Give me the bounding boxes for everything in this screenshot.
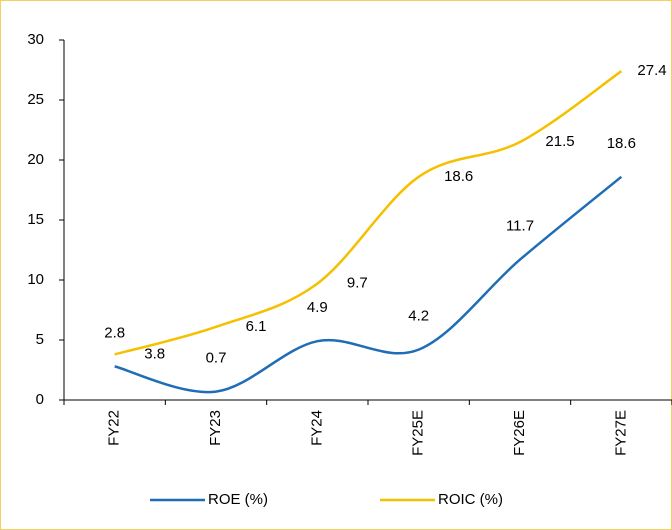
y-tick-label: 0: [36, 391, 44, 408]
data-label: 11.7: [506, 218, 534, 235]
data-label: 4.9: [307, 299, 328, 316]
line-series: [114, 70, 623, 356]
x-tick-label: FY22: [106, 410, 123, 446]
data-label: 9.7: [347, 275, 368, 292]
x-tick-label: FY26E: [511, 410, 528, 456]
data-label: 27.4: [637, 62, 666, 79]
line-series: [114, 175, 623, 394]
y-tick-label: 20: [27, 151, 44, 168]
legend-label: ROE (%): [208, 491, 268, 508]
data-label: 4.2: [408, 308, 429, 325]
y-tick-label: 10: [27, 271, 44, 288]
data-label: 0.7: [206, 350, 227, 367]
data-label: 21.5: [545, 133, 574, 150]
data-label: 3.8: [144, 345, 165, 362]
x-tick-label: FY25E: [410, 410, 427, 456]
data-label: 2.8: [104, 324, 125, 341]
y-tick-label: 30: [27, 31, 44, 48]
x-tick-label: FY23: [207, 410, 224, 446]
y-tick-label: 25: [27, 91, 44, 108]
x-tick-label: FY24: [308, 410, 325, 446]
legend-label: ROIC (%): [438, 491, 503, 508]
x-tick-label: FY27E: [612, 410, 629, 456]
y-tick-label: 5: [36, 331, 44, 348]
data-label: 18.6: [607, 135, 636, 152]
y-tick-label: 15: [27, 211, 44, 228]
data-label: 6.1: [246, 318, 267, 335]
data-label: 18.6: [444, 168, 473, 185]
